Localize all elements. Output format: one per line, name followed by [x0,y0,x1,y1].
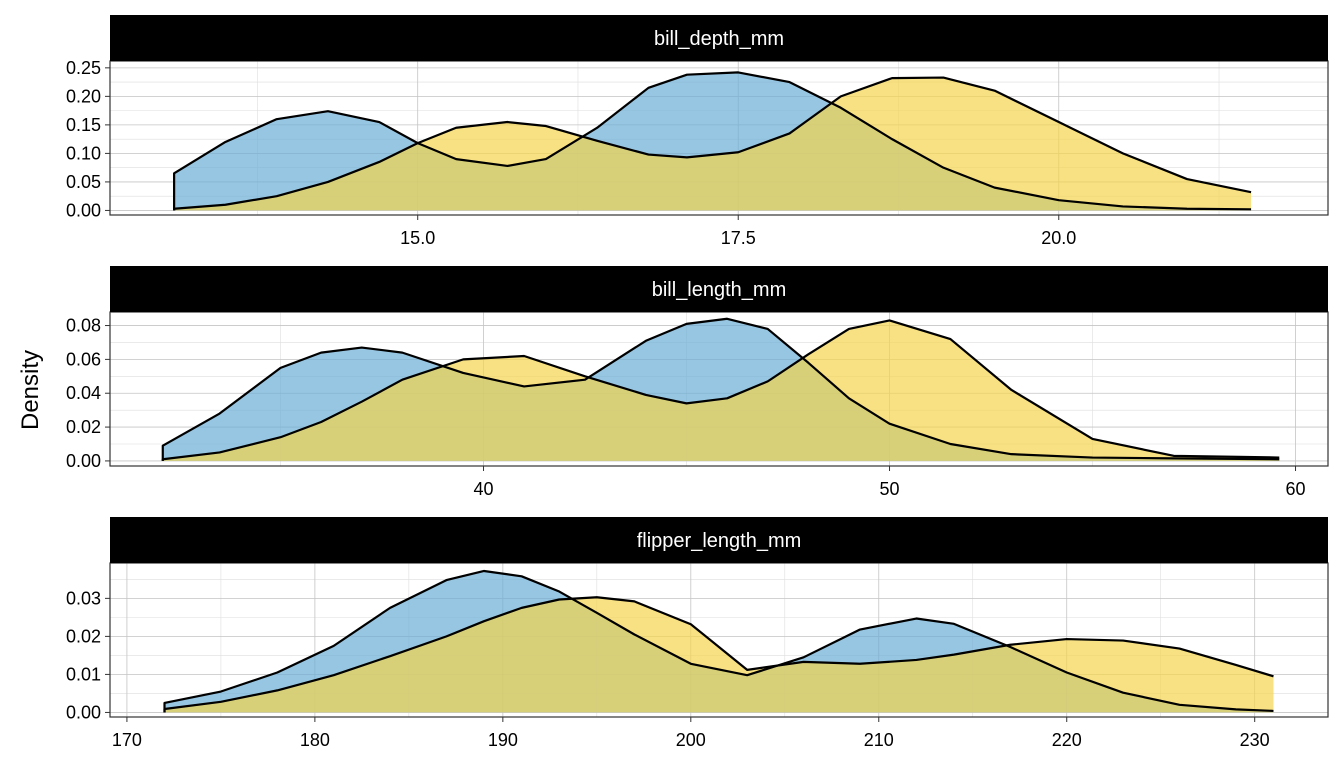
x-tick-label: 50 [880,479,900,499]
y-tick-label: 0.03 [66,588,101,608]
facet-strip [110,15,1328,61]
x-tick-label: 230 [1240,730,1270,750]
y-tick-label: 0.01 [66,664,101,684]
y-tick-label: 0.10 [66,143,101,163]
density-line-1 [161,317,1280,461]
y-tick-label: 0.00 [66,702,101,722]
y-tick-label: 0.05 [66,172,101,192]
x-tick-label: 60 [1286,479,1306,499]
x-tick-label: 40 [474,479,494,499]
y-tick-label: 0.15 [66,115,101,135]
y-tick-label: 0.20 [66,86,101,106]
density-area-2 [164,597,1274,713]
y-tick-label: 0.00 [66,200,101,220]
density-line-2 [163,596,1274,713]
panel-flipper_length_mm: flipper_length_mm 0.00 0.01 0.02 0.03 170 180 1… [66,517,1329,750]
y-tick-label: 0.08 [66,316,101,336]
y-tick-label: 0.25 [66,58,101,78]
x-tick-label: 20.0 [1041,228,1076,248]
facet-strip-label: flipper_length_mm [637,530,802,552]
x-tick-label: 170 [112,730,142,750]
facet-strip-label: bill_depth_mm [654,28,784,50]
panel-bill_length_mm: bill_length_mm 0.00 0.02 0.04 0.06 0.08 40 50 60 [66,266,1329,499]
y-tick-label: 0.04 [66,383,101,403]
x-tick-label: 190 [488,730,518,750]
x-tick-label: 200 [676,730,706,750]
y-tick-label: 0.02 [66,626,101,646]
y-tick-label: 0.00 [66,451,101,471]
facet-strip [110,517,1328,563]
x-tick-label: 220 [1052,730,1082,750]
panel-bill_depth_mm: bill_depth_mm 0.00 0.05 0.10 0.15 0.20 0.25 15.… [66,15,1329,248]
x-tick-label: 17.5 [721,228,756,248]
density-line-2 [173,76,1252,211]
y-axis-title: Density [17,350,44,430]
density-line-1 [173,71,1252,211]
density-area-2 [174,77,1252,211]
x-tick-label: 15.0 [400,228,435,248]
x-tick-label: 210 [864,730,894,750]
x-tick-label: 180 [300,730,330,750]
density-line-2 [161,319,1280,461]
density-line-1 [163,569,1274,713]
facet-strip [110,266,1328,312]
density-area-2 [162,320,1280,461]
y-tick-label: 0.02 [66,417,101,437]
y-tick-label: 0.06 [66,349,101,369]
facet-strip-label: bill_length_mm [652,279,787,301]
